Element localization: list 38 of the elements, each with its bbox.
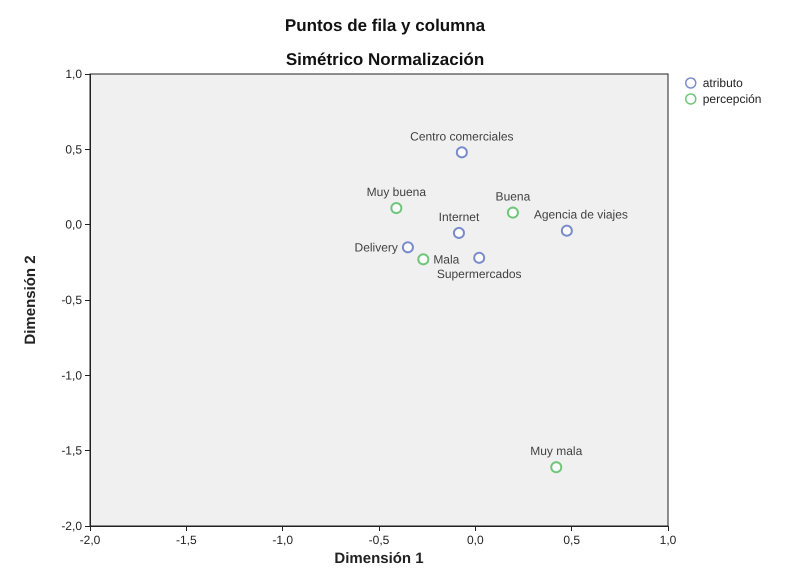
x-tick-label: 0,0 (466, 533, 484, 547)
chart-title: Puntos de fila y columna (284, 16, 486, 35)
y-tick-label: -1,0 (61, 368, 82, 382)
x-tick-label: -2,0 (80, 533, 101, 547)
data-label: Centro comerciales (410, 129, 514, 144)
data-label: Buena (496, 190, 531, 204)
data-label: Muy buena (366, 185, 426, 200)
data-label: Delivery (354, 240, 398, 254)
y-tick-label: -2,0 (61, 519, 82, 533)
point (473, 252, 486, 264)
point (402, 241, 414, 254)
point (390, 202, 402, 214)
point (506, 206, 519, 219)
x-tick-label: -1,0 (272, 533, 294, 547)
data-label: Mala (433, 252, 460, 266)
point (550, 461, 562, 474)
x-tick-label: 0,5 (563, 533, 580, 547)
point (456, 146, 468, 158)
x-tick-label: -1,5 (176, 533, 197, 547)
data-label: Agencia de viajes (534, 208, 628, 222)
data-label: Supermercados (436, 266, 522, 281)
y-tick-label: -0,5 (61, 293, 82, 307)
point (417, 253, 430, 266)
legend-label: percepción (702, 92, 762, 106)
y-tick-label: 0,0 (65, 218, 82, 232)
x-tick-label: 1,0 (660, 533, 677, 547)
y-tick-label: 0,5 (65, 142, 82, 156)
legend-label: atributo (702, 76, 744, 90)
y-tick-label: 1,0 (65, 67, 82, 81)
data-label: Internet (438, 210, 480, 224)
point (560, 224, 573, 237)
y-tick-label: -1,5 (61, 444, 82, 458)
chart-subtitle: Simétrico Normalización (286, 50, 484, 69)
data-label: Muy mala (530, 444, 583, 458)
x-tick-label: -0,5 (368, 533, 390, 547)
y-axis-title: Dimensión 2 (22, 255, 39, 345)
x-axis-title: Dimensión 1 (334, 550, 424, 567)
point (452, 226, 465, 239)
